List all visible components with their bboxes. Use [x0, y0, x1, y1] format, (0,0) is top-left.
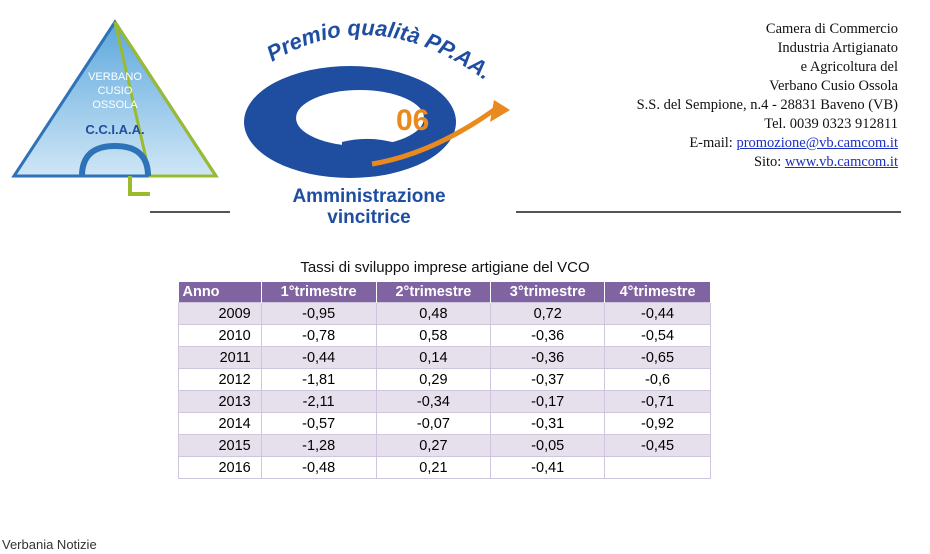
q3-cell: 0,72 — [490, 302, 606, 325]
q2-cell: 0,58 — [375, 324, 492, 347]
contact-site-row: Sito: www.vb.camcom.it — [637, 153, 898, 172]
logo-left-line2: CUSIO — [98, 85, 133, 97]
growth-rates-table: Anno 1°trimestre 2°trimestre 3°trimestre… — [178, 282, 711, 479]
header-anno: Anno — [178, 282, 262, 303]
q2-cell: 0,48 — [375, 302, 492, 325]
contact-line: e Agricoltura del — [800, 59, 898, 75]
year-cell: 2015 — [178, 434, 262, 457]
q4-cell: -0,65 — [604, 346, 711, 369]
year-cell: 2013 — [178, 390, 262, 413]
contact-address: S.S. del Sempione, n.4 - 28831 Baveno (V… — [636, 97, 898, 113]
q4-cell — [604, 456, 711, 479]
logo-year-prefix: 20 — [360, 104, 393, 137]
year-cell: 2009 — [178, 302, 262, 325]
header-q3: 3°trimestre — [490, 282, 606, 303]
year-cell: 2011 — [178, 346, 262, 369]
year-cell: 2014 — [178, 412, 262, 435]
table-header-row: Anno 1°trimestre 2°trimestre 3°trimestre… — [178, 282, 711, 303]
q3-cell: -0,37 — [490, 368, 606, 391]
q1-cell: -0,78 — [260, 324, 377, 347]
year-cell: 2010 — [178, 324, 262, 347]
q4-cell: -0,54 — [604, 324, 711, 347]
q3-cell: -0,41 — [490, 456, 606, 479]
q4-cell: -0,6 — [604, 368, 711, 391]
site-link[interactable]: www.vb.camcom.it — [784, 154, 898, 170]
q2-cell: 0,14 — [375, 346, 492, 369]
q3-cell: -0,36 — [490, 324, 606, 347]
contact-block: Camera di Commercio Industria Artigianat… — [637, 20, 898, 172]
logo-line1: Amministrazione — [292, 186, 445, 207]
email-label: E-mail: — [689, 135, 737, 151]
contact-line: Industria Artigianato — [777, 40, 898, 56]
q2-cell: -0,07 — [375, 412, 492, 435]
q1-cell: -0,57 — [260, 412, 377, 435]
premio-qualita-logo: Premio qualità PP.AA. 20 06 Amministrazi… — [244, 15, 510, 228]
q1-cell: -0,44 — [260, 346, 377, 369]
contact-line: Verbano Cusio Ossola — [769, 78, 898, 94]
email-link[interactable]: promozione@vb.camcom.it — [736, 135, 898, 151]
header-q4: 4°trimestre — [604, 282, 711, 303]
contact-line: Camera di Commercio — [765, 21, 898, 37]
header-q1: 1°trimestre — [261, 282, 377, 303]
table-body: 2009 -0,95 0,48 0,72 -0,44 2010 -0,78 0,58 -0,36… — [178, 302, 711, 479]
q2-cell: 0,27 — [375, 434, 492, 457]
header-divider-right — [516, 211, 901, 213]
q1-cell: -0,48 — [260, 456, 377, 479]
q4-cell: -0,45 — [604, 434, 711, 457]
q1-cell: -1,81 — [260, 368, 377, 391]
q3-cell: -0,31 — [490, 412, 606, 435]
q3-cell: -0,17 — [490, 390, 606, 413]
table-row: 2011 -0,44 0,14 -0,36 -0,65 — [178, 346, 711, 369]
year-cell: 2012 — [178, 368, 262, 391]
q2-cell: -0,34 — [375, 390, 492, 413]
header-q2: 2°trimestre — [376, 282, 492, 303]
contact-email-row: E-mail: promozione@vb.camcom.it — [637, 134, 898, 153]
q3-cell: -0,36 — [490, 346, 606, 369]
logo-line2: vincitrice — [327, 207, 410, 228]
q1-cell: -0,95 — [260, 302, 377, 325]
cciaa-logo: VERBANO CUSIO OSSOLA C.C.I.A.A. — [11, 19, 219, 196]
logo-left-acronym: C.C.I.A.A. — [85, 122, 144, 137]
site-label: Sito: — [753, 154, 785, 170]
q4-cell: -0,71 — [604, 390, 711, 413]
q4-cell: -0,44 — [604, 302, 711, 325]
logo-left-line3: OSSOLA — [92, 99, 138, 111]
footer-source: Verbania Notizie — [2, 537, 97, 552]
q4-cell: -0,92 — [604, 412, 711, 435]
table-row: 2012 -1,81 0,29 -0,37 -0,6 — [178, 368, 711, 391]
contact-phone: Tel. 0039 0323 912811 — [764, 116, 898, 132]
header-divider-left — [150, 211, 230, 213]
table-row: 2009 -0,95 0,48 0,72 -0,44 — [178, 302, 711, 325]
table-row: 2014 -0,57 -0,07 -0,31 -0,92 — [178, 412, 711, 435]
table-row: 2013 -2,11 -0,34 -0,17 -0,71 — [178, 390, 711, 413]
q3-cell: -0,05 — [490, 434, 606, 457]
logo-left-line1: VERBANO — [88, 71, 142, 83]
table-title: Tassi di sviluppo imprese artigiane del … — [300, 259, 590, 276]
table-row: 2010 -0,78 0,58 -0,36 -0,54 — [178, 324, 711, 347]
q1-cell: -1,28 — [260, 434, 377, 457]
q1-cell: -2,11 — [260, 390, 377, 413]
q2-cell: 0,21 — [375, 456, 492, 479]
q2-cell: 0,29 — [375, 368, 492, 391]
table-row: 2015 -1,28 0,27 -0,05 -0,45 — [178, 434, 711, 457]
logo-year-suffix: 06 — [396, 104, 429, 137]
year-cell: 2016 — [178, 456, 262, 479]
table-row: 2016 -0,48 0,21 -0,41 — [178, 456, 711, 479]
